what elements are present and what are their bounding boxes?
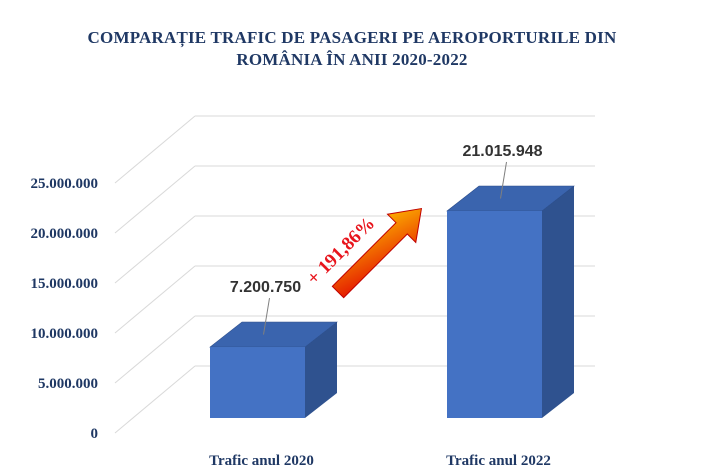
gridline-diag-2 [114, 265, 196, 334]
x-category-label-0: Trafic anul 2020 [209, 453, 314, 469]
gridline-diag-3 [114, 215, 196, 284]
growth-arrow [331, 207, 423, 299]
y-tick-label-3: 15.000.000 [31, 276, 99, 292]
x-category-label-1: Trafic anul 2022 [446, 453, 551, 469]
data-label-leader-1 [500, 161, 507, 199]
data-label-leader-0 [263, 297, 270, 335]
data-label-1: 21.015.948 [462, 143, 542, 160]
gridline-diag-5 [114, 115, 196, 184]
bar-side-0 [305, 322, 337, 418]
y-tick-label-0: 0 [91, 426, 99, 442]
chart-title-line-1: COMPARAȚIE TRAFIC DE PASAGERI PE AEROPOR… [87, 28, 617, 47]
gridline-diag-4 [114, 165, 196, 234]
y-tick-label-2: 10.000.000 [31, 326, 99, 342]
y-tick-label-5: 25.000.000 [31, 176, 99, 192]
bar-side-1 [542, 185, 574, 418]
y-tick-label-1: 5.000.000 [38, 376, 98, 392]
growth-arrow-shape [331, 207, 423, 299]
bar-1 [447, 210, 542, 418]
gridline-diag-1 [114, 315, 196, 384]
data-label-0: 7.200.750 [230, 279, 301, 296]
bar-0 [210, 347, 305, 418]
y-tick-label-4: 20.000.000 [31, 226, 99, 242]
chart-title-line-2: ROMÂNIA ÎN ANII 2020-2022 [236, 50, 468, 69]
gridline-diag-0 [114, 365, 196, 434]
